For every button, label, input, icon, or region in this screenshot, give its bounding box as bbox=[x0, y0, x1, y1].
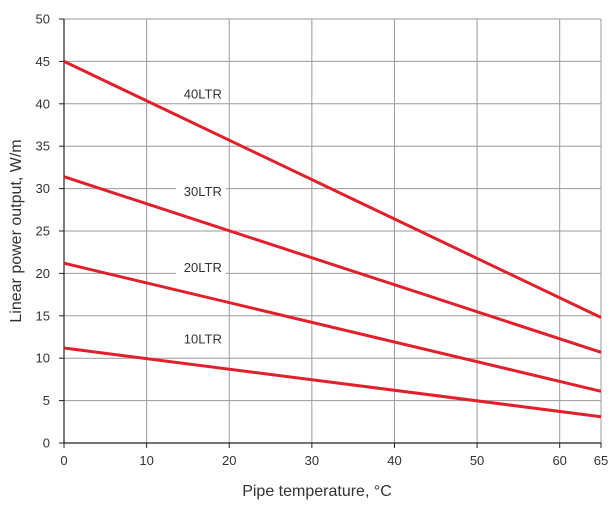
series-label-20ltr: 20LTR bbox=[184, 260, 222, 275]
y-tick-label: 50 bbox=[36, 12, 50, 27]
series-label-bg bbox=[175, 331, 226, 348]
x-tick-label: 10 bbox=[139, 453, 153, 468]
axes bbox=[59, 18, 602, 448]
y-tick-label: 15 bbox=[36, 308, 50, 323]
series-label-40ltr: 40LTR bbox=[184, 87, 222, 102]
series-lines bbox=[63, 60, 602, 419]
y-tick-labels: 0 5 10 15 20 25 30 35 40 45 50 bbox=[36, 12, 50, 451]
x-axis-label: Pipe temperature, °C bbox=[242, 483, 392, 500]
x-tick-label: 30 bbox=[305, 453, 319, 468]
y-tick-label: 25 bbox=[36, 224, 50, 239]
y-tick-label: 20 bbox=[36, 266, 50, 281]
series-line-10ltr bbox=[63, 346, 602, 419]
y-tick-label: 35 bbox=[36, 139, 50, 154]
x-tick-label: 65 bbox=[594, 453, 608, 468]
series-label-bg bbox=[175, 86, 226, 103]
x-tick-label: 20 bbox=[222, 453, 236, 468]
y-tick-label: 5 bbox=[43, 393, 50, 408]
series-label-10ltr: 10LTR bbox=[184, 331, 222, 346]
x-tick-label: 40 bbox=[387, 453, 401, 468]
series-line-40ltr bbox=[63, 60, 602, 319]
y-tick-label: 0 bbox=[43, 436, 50, 451]
series-label-30ltr: 30LTR bbox=[184, 184, 222, 199]
x-tick-label: 50 bbox=[470, 453, 484, 468]
y-tick-label: 10 bbox=[36, 351, 50, 366]
series-labels: 40LTR 30LTR 20LTR 10LTR bbox=[175, 86, 226, 348]
y-tick-label: 30 bbox=[36, 181, 50, 196]
y-axis-label: Linear power output, W/m bbox=[8, 139, 25, 322]
series-label-bg bbox=[175, 259, 226, 276]
grid bbox=[64, 18, 602, 443]
x-tick-label: 60 bbox=[552, 453, 566, 468]
y-tick-label: 45 bbox=[36, 54, 50, 69]
series-line-30ltr bbox=[63, 175, 602, 354]
series-label-bg bbox=[175, 183, 226, 200]
x-tick-label: 0 bbox=[60, 453, 67, 468]
y-tick-label: 40 bbox=[36, 96, 50, 111]
series-line-20ltr bbox=[63, 261, 602, 393]
x-tick-labels: 0 10 20 30 40 50 60 65 bbox=[60, 453, 608, 468]
